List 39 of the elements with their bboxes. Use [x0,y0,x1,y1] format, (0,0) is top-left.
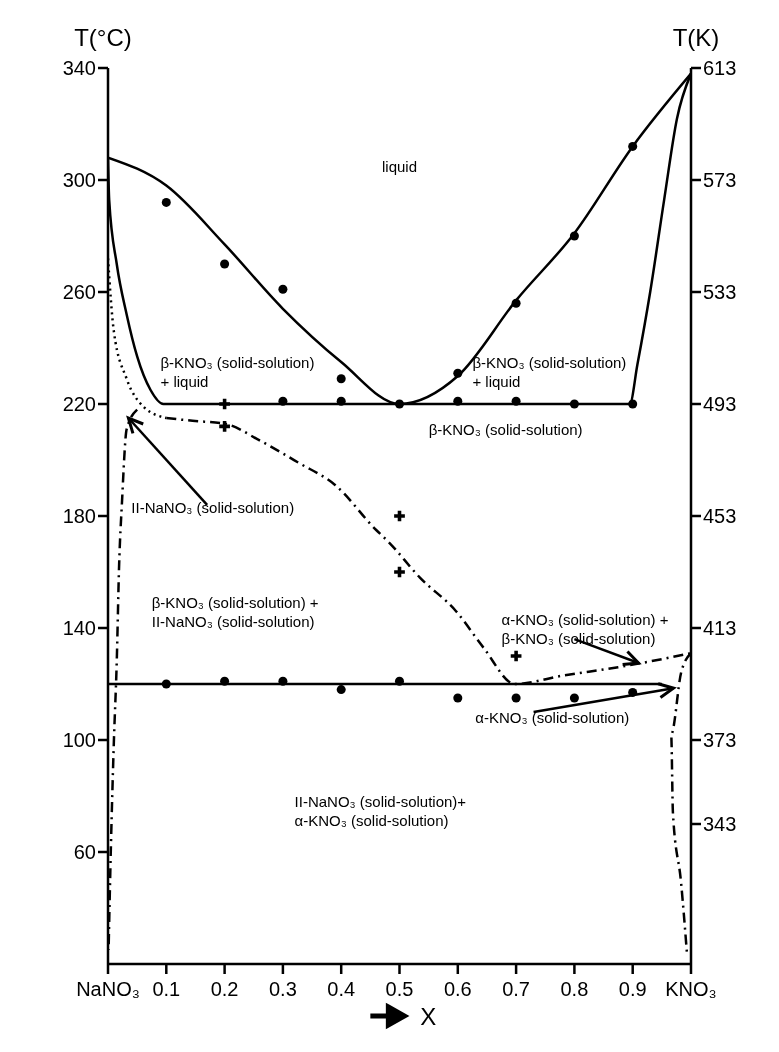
y2-tick-label: 573 [703,169,737,192]
y-tick-label: 180 [62,505,96,528]
y-tick-label: 340 [62,57,96,80]
annotation: β-KNO₃ (solid-solution) + II-NaNO₃ (solid-solution) [151,594,319,631]
x-tick-label: 0.4 [327,978,356,1001]
x-tick-label: 0.6 [443,978,472,1001]
y-tick-label: 100 [62,729,96,752]
x-tick-label: NaNO₃ [76,978,140,1001]
x-tick-label: 0.8 [560,978,589,1001]
y2-tick-label: 373 [703,729,737,752]
y-tick-label: 260 [62,281,96,304]
y-tick-label: 220 [62,393,96,416]
annotation: β-KNO₃ (solid-solution) [428,420,583,438]
annotation: liquid [381,157,418,175]
x-tick-label: 0.7 [502,978,531,1001]
y2-tick-label: 533 [703,281,737,304]
y-axis-title: T(°C) [74,24,132,51]
x-tick-label: 0.2 [210,978,239,1001]
x-tick-label: 0.1 [152,978,181,1001]
y-tick-label: 300 [62,169,96,192]
y2-tick-label: 613 [703,57,737,80]
x-tick-label: 0.5 [385,978,414,1001]
y2-tick-label: 343 [703,813,737,836]
y2-tick-label: 493 [703,393,737,416]
x-axis-title: X [420,1003,437,1030]
annotation: II-NaNO₃ (solid-solution) [131,499,295,517]
annotation: α-KNO₃ (solid-solution) [475,709,630,727]
annotation: β-KNO₃ (solid-solution) + liquid [472,353,627,390]
annotation: β-KNO₃ (solid-solution) + liquid [160,353,315,390]
y2-tick-label: 453 [703,505,737,528]
annotation: α-KNO₃ (solid-solution) + β-KNO₃ (solid-solution) [501,611,669,648]
y2-axis-title: T(K) [672,24,720,51]
x-tick-label: 0.9 [618,978,647,1001]
y-tick-label: 140 [62,617,96,640]
y2-tick-label: 413 [703,617,737,640]
y-tick-label: 60 [73,841,96,864]
x-tick-label: 0.3 [268,978,297,1001]
x-tick-label: KNO₃ [665,978,717,1001]
annotation: II-NaNO₃ (solid-solution)+ α-KNO₃ (solid-solution) [294,793,467,830]
